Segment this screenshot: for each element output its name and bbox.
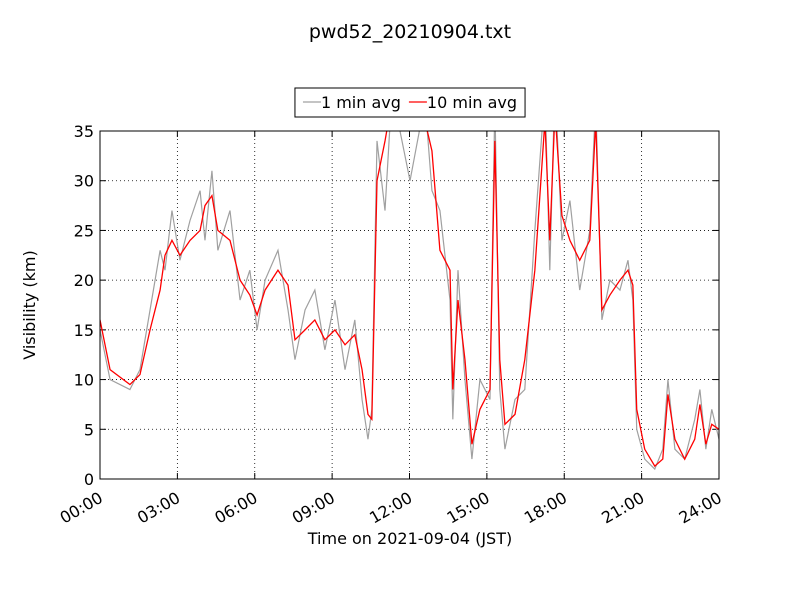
y-axis-title: Visibility (km) (20, 250, 39, 359)
y-tick-label: 10 (74, 371, 94, 390)
x-tick-label: 15:00 (443, 488, 492, 528)
y-tick-label: 5 (84, 420, 94, 439)
chart-title: pwd52_20210904.txt (309, 21, 511, 43)
legend-label: 10 min avg (427, 93, 517, 112)
legend: 1 min avg 10 min avg (294, 87, 526, 118)
x-tick-label: 06:00 (211, 488, 260, 528)
plot: 0 5 10 15 20 25 30 35 00:00 03:00 06:00 09:00 12:00 1… (57, 122, 725, 528)
y-tick-label: 20 (74, 271, 94, 290)
x-tick-label: 00:00 (57, 488, 106, 528)
y-tick-label: 30 (74, 172, 94, 191)
x-tick-label: 12:00 (366, 488, 415, 528)
y-tick-label: 15 (74, 321, 94, 340)
plot-frame (99, 130, 720, 480)
x-tick-label: 21:00 (598, 488, 647, 528)
x-tick-label: 09:00 (289, 488, 338, 528)
legend-label: 1 min avg (321, 93, 401, 112)
x-tick-label: 18:00 (521, 488, 570, 528)
y-tick-label: 0 (84, 470, 94, 489)
x-tick-label: 24:00 (676, 488, 725, 528)
x-tick-label: 03:00 (134, 488, 183, 528)
y-tick-label: 35 (74, 122, 94, 141)
series-line (100, 131, 719, 468)
y-tick-label: 25 (74, 221, 94, 240)
x-axis-title: Time on 2021-09-04 (JST) (307, 529, 512, 548)
